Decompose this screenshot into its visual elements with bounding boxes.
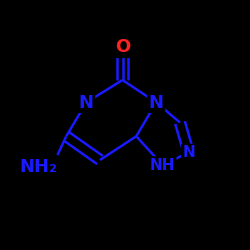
Text: N: N — [79, 94, 94, 112]
Text: NH₂: NH₂ — [20, 158, 58, 176]
Text: O: O — [115, 38, 130, 56]
Text: NH: NH — [150, 158, 175, 172]
Text: N: N — [149, 94, 164, 112]
Text: N: N — [182, 145, 195, 160]
